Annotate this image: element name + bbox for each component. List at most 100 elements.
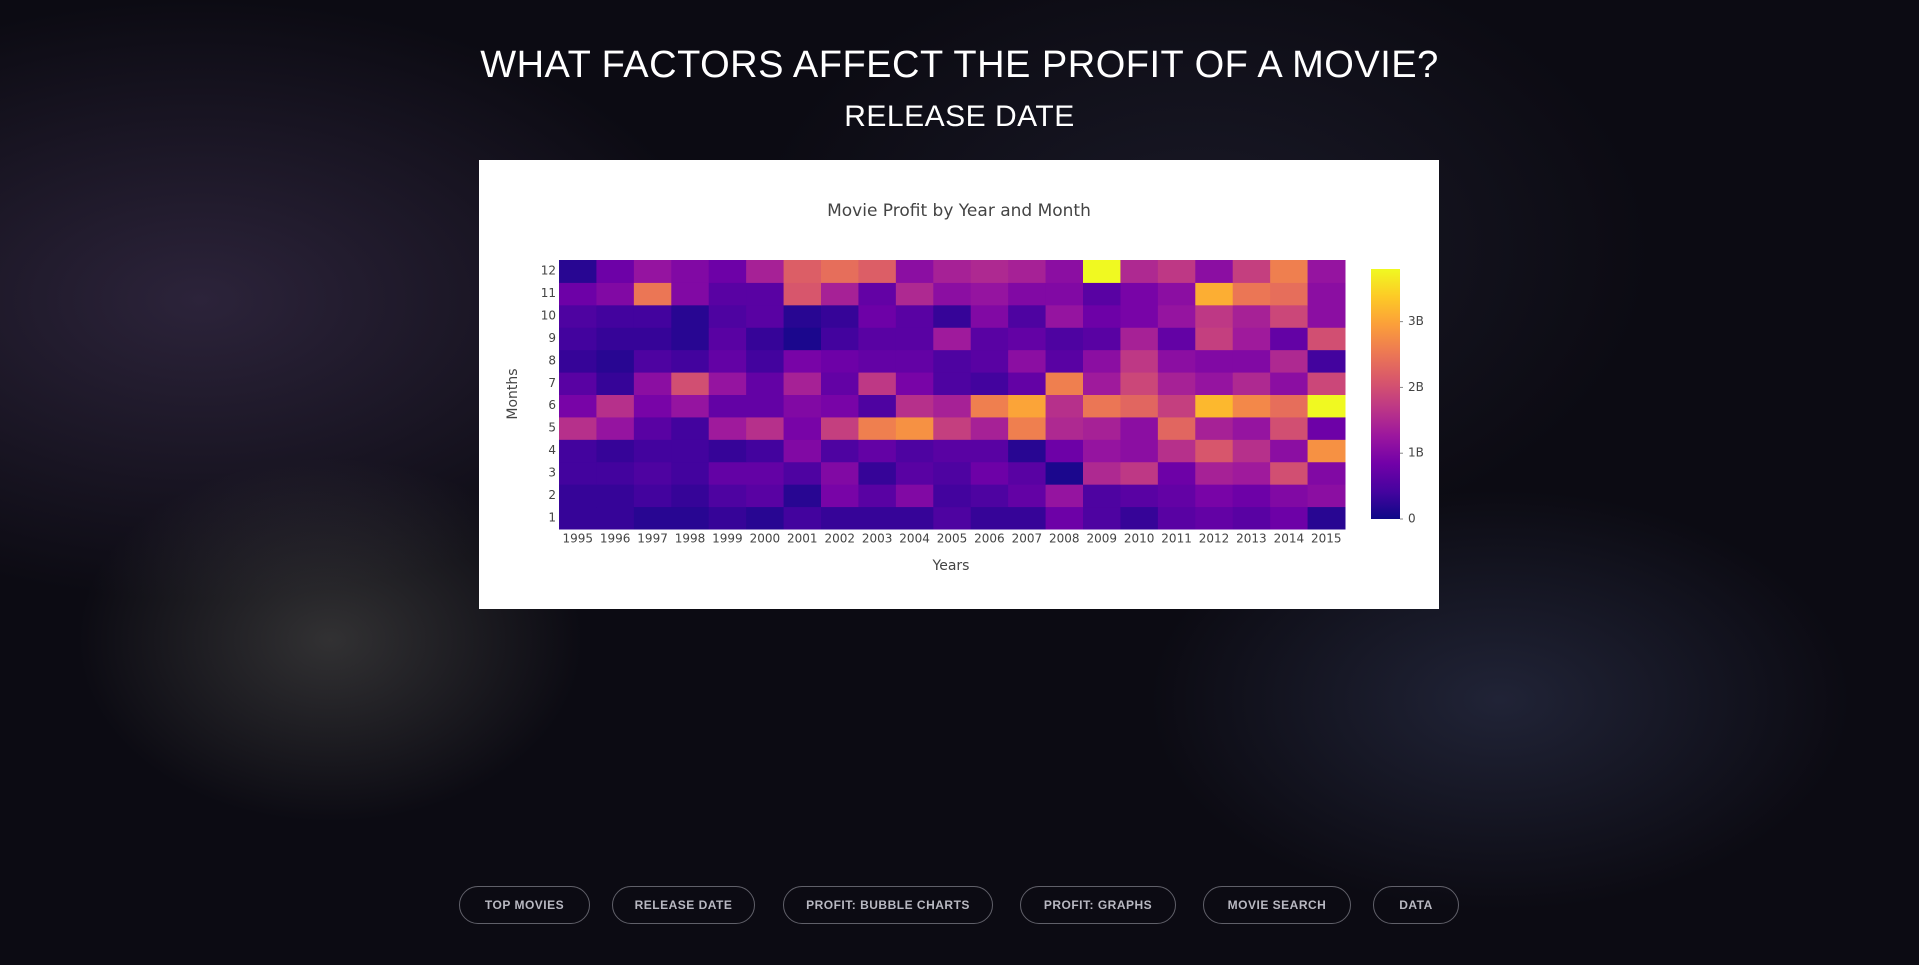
- x-tick-label: 2007: [1012, 532, 1043, 546]
- heatmap-cell: [895, 439, 934, 463]
- heatmap-cell: [821, 461, 859, 485]
- nav-button[interactable]: PROFIT: GRAPHS: [1020, 886, 1176, 924]
- nav-button[interactable]: PROFIT: BUBBLE CHARTS: [783, 886, 993, 924]
- heatmap-cell: [1195, 282, 1234, 306]
- heatmap-cell: [858, 282, 897, 306]
- x-tick-label: 2006: [974, 532, 1005, 546]
- heatmap-cell: [895, 327, 934, 351]
- heatmap-cell: [1195, 394, 1234, 418]
- heatmap-cell: [1045, 282, 1084, 306]
- y-tick-label: 5: [548, 421, 556, 435]
- heatmap-cell: [746, 439, 785, 463]
- heatmap-cell: [821, 304, 859, 328]
- x-tick-label: 1995: [562, 532, 593, 546]
- nav-button[interactable]: MOVIE SEARCH: [1203, 886, 1351, 924]
- heatmap-cell: [1083, 282, 1121, 306]
- heatmap-cell: [783, 327, 822, 351]
- x-tick-label: 2008: [1049, 532, 1080, 546]
- heatmap-cell: [1157, 416, 1196, 440]
- heatmap-cell: [633, 349, 672, 373]
- heatmap-cell: [1083, 327, 1121, 351]
- heatmap-cell: [1157, 327, 1196, 351]
- heatmap-cell: [858, 327, 897, 351]
- heatmap-cell: [596, 416, 635, 440]
- heatmap-cell: [1232, 327, 1271, 351]
- nav-button[interactable]: TOP MOVIES: [459, 886, 590, 924]
- heatmap-cell: [1195, 484, 1234, 508]
- heatmap-cell: [1120, 282, 1159, 306]
- heatmap-cell: [559, 461, 597, 485]
- heatmap-cell: [1232, 372, 1271, 395]
- y-axis-label: Months: [505, 368, 521, 419]
- nav-button[interactable]: RELEASE DATE: [612, 886, 755, 924]
- heatmap-cell: [633, 394, 672, 418]
- heatmap-cell: [783, 484, 822, 508]
- heatmap-cell: [933, 304, 972, 328]
- heatmap-cell: [1083, 506, 1121, 530]
- heatmap-cell: [821, 372, 859, 395]
- heatmap-cell: [559, 372, 597, 395]
- x-tick-label: 2011: [1161, 532, 1192, 546]
- heatmap-cell: [1008, 372, 1047, 395]
- heatmap-cell: [1008, 506, 1047, 530]
- heatmap-cell: [783, 372, 822, 395]
- heatmap-cell: [633, 461, 672, 485]
- heatmap-cell: [708, 506, 747, 530]
- heatmap-cell: [1270, 394, 1309, 418]
- heatmap-cell: [1195, 304, 1234, 328]
- heatmap-cell: [858, 416, 897, 440]
- heatmap-cell: [895, 372, 934, 395]
- heatmap-cell: [858, 461, 897, 485]
- heatmap-cell: [858, 506, 897, 530]
- heatmap-cell: [746, 484, 785, 508]
- heatmap-cell: [559, 304, 597, 328]
- heatmap-cell: [970, 349, 1009, 373]
- heatmap-cell: [1232, 439, 1271, 463]
- heatmap-cell: [895, 461, 934, 485]
- heatmap-cell: [1083, 372, 1121, 395]
- heatmap-cell: [895, 416, 934, 440]
- colorbar: [1371, 269, 1400, 519]
- heatmap-cell: [970, 506, 1009, 530]
- heatmap-cell: [933, 416, 972, 440]
- heatmap-cell: [895, 260, 934, 283]
- heatmap-cell: [858, 439, 897, 463]
- heatmap-cell: [1307, 416, 1346, 440]
- heatmap-cell: [1270, 416, 1309, 440]
- heatmap-cell: [895, 394, 934, 418]
- heatmap-cell: [821, 327, 859, 351]
- heatmap-cell: [1270, 260, 1309, 283]
- heatmap-cell: [1008, 260, 1047, 283]
- heatmap-cell: [821, 506, 859, 530]
- heatmap-cell: [1270, 461, 1309, 485]
- heatmap-cell: [708, 282, 747, 306]
- heatmap-cell: [1008, 394, 1047, 418]
- heatmap-cell: [671, 282, 710, 306]
- heatmap-cell: [1232, 506, 1271, 530]
- heatmap-cell: [1270, 304, 1309, 328]
- heatmap-cell: [783, 506, 822, 530]
- heatmap-cell: [708, 372, 747, 395]
- heatmap-cell: [970, 416, 1009, 440]
- heatmap-cell: [821, 439, 859, 463]
- x-tick-label: 1998: [675, 532, 706, 546]
- heatmap-cell: [1120, 461, 1159, 485]
- heatmap-cell: [970, 484, 1009, 508]
- heatmap-cell: [671, 372, 710, 395]
- nav-button[interactable]: DATA: [1373, 886, 1459, 924]
- heatmap-cell: [746, 461, 785, 485]
- heatmap-cell: [1120, 394, 1159, 418]
- heatmap-cell: [783, 416, 822, 440]
- heatmap-cell: [746, 416, 785, 440]
- heatmap-cell: [1120, 506, 1159, 530]
- heatmap-cell: [559, 260, 597, 283]
- heatmap-cell: [858, 349, 897, 373]
- heatmap-cell: [596, 394, 635, 418]
- heatmap-cell: [1270, 349, 1309, 373]
- y-tick-label: 7: [548, 376, 556, 390]
- heatmap-cell: [1120, 484, 1159, 508]
- heatmap-cell: [1307, 304, 1346, 328]
- heatmap-cell: [895, 349, 934, 373]
- heatmap-cell: [933, 372, 972, 395]
- heatmap-cell: [1120, 416, 1159, 440]
